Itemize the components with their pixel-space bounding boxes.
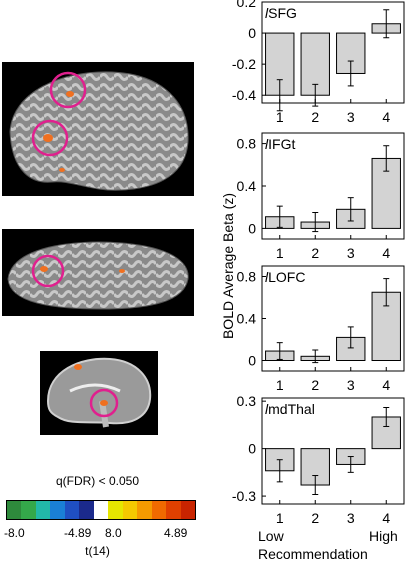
x-tick-label: 2 — [311, 377, 319, 393]
chart-frame — [261, 397, 405, 505]
y-tick-label: 0 — [248, 353, 256, 369]
brain-lateral-view — [2, 62, 194, 196]
x-tick-label: 1 — [276, 510, 284, 526]
colorbar-cell — [79, 501, 94, 519]
chart-title: lIFGt — [265, 136, 295, 152]
x-tick-label: 3 — [347, 109, 355, 125]
colorbar-tick-pos-min: 8.0 — [105, 526, 122, 540]
chart-title: lLOFC — [265, 269, 305, 285]
x-tick-label: 3 — [347, 245, 355, 261]
colorbar-cell — [108, 501, 123, 519]
x-tick-label: 4 — [382, 377, 390, 393]
x-tick-label: 1 — [276, 377, 284, 393]
y-tick-label: 0.2 — [237, 0, 257, 10]
y-tick-label: 0.8 — [237, 269, 257, 285]
y-tick-label: 0.3 — [237, 393, 257, 409]
colorbar-cell — [180, 501, 196, 519]
y-tick-label: 0.4 — [237, 311, 257, 327]
roi-circle-sfg — [49, 71, 87, 109]
y-tick-label: 0.4 — [237, 178, 257, 194]
colorbar-cell — [21, 501, 36, 519]
chart-frame — [261, 1, 405, 104]
colorbar-tick-neg-min: -8.0 — [4, 526, 25, 540]
brain-sagittal-slice — [40, 351, 158, 435]
colorbar-cell — [64, 501, 80, 519]
colorbar-tick-neg-max: -4.89 — [64, 526, 92, 540]
x-tick-label: 4 — [382, 510, 390, 526]
colorbar-unit: t(14) — [85, 544, 110, 558]
y-tick-label: 0 — [248, 220, 256, 236]
colorbar-cell — [35, 501, 51, 519]
y-tick-label: 0.8 — [237, 136, 257, 152]
x-axis-low-label: Low — [258, 528, 284, 544]
chart-title: lSFG — [265, 5, 297, 21]
x-tick-label: 1 — [276, 109, 284, 125]
y-tick-label: -0.2 — [232, 56, 256, 72]
colorbar — [6, 500, 196, 520]
colorbar-cell — [151, 501, 167, 519]
x-tick-label: 4 — [382, 245, 390, 261]
x-axis-high-label: High — [369, 528, 398, 544]
colorbar-tick-pos-max: 4.89 — [164, 526, 188, 540]
colorbar-cell — [50, 501, 65, 519]
colorbar-cell — [166, 501, 181, 519]
brain-ventral-view — [2, 229, 194, 316]
x-axis-label: Recommendation — [258, 546, 368, 562]
chart-title: lmdThal — [265, 401, 315, 417]
roi-circle-lofc — [31, 254, 65, 288]
y-tick-label: -0.3 — [232, 488, 256, 504]
colorbar-cell — [93, 501, 109, 519]
colorbar-cell — [137, 501, 152, 519]
x-tick-label: 2 — [311, 109, 319, 125]
x-tick-label: 2 — [311, 245, 319, 261]
colorbar-cell — [7, 501, 22, 519]
roi-circle-mdthal — [89, 388, 119, 418]
x-tick-label: 2 — [311, 510, 319, 526]
y-tick-label: 0 — [248, 25, 256, 41]
y-axis-label: BOLD Average Beta (z) — [220, 192, 236, 340]
x-tick-label: 1 — [276, 245, 284, 261]
x-tick-label: 4 — [382, 109, 390, 125]
colorbar-title: q(FDR) < 0.050 — [55, 474, 140, 488]
x-tick-label: 3 — [347, 510, 355, 526]
colorbar-cell — [122, 501, 138, 519]
y-tick-label: -0.4 — [232, 87, 256, 103]
roi-circle-ifg — [31, 119, 69, 157]
y-tick-label: 0 — [248, 441, 256, 457]
bar — [371, 416, 401, 450]
x-tick-label: 3 — [347, 377, 355, 393]
